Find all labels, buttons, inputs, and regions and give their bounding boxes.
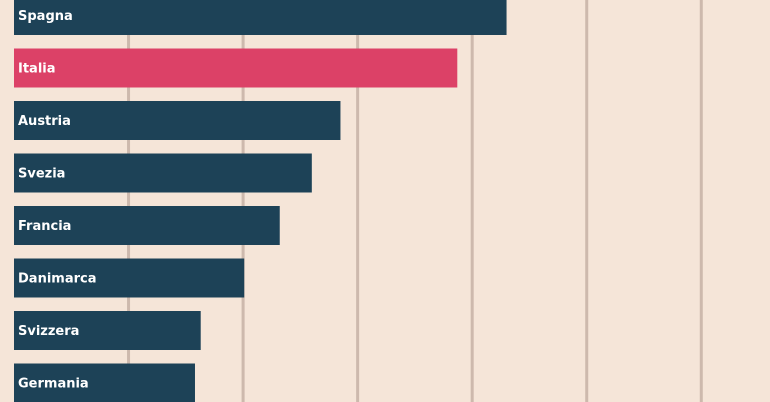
- bar-label-francia: Francia: [18, 219, 71, 234]
- bar-spagna: [14, 0, 507, 35]
- bars: Spagna Italia Austria Svezia Francia Danimarc…: [14, 0, 507, 402]
- bar-label-germania: Germania: [18, 377, 89, 392]
- bar-label-svezia: Svezia: [18, 167, 65, 182]
- bar-svizzera: [14, 311, 201, 350]
- bar-germania: [14, 363, 195, 402]
- bar-label-austria: Austria: [18, 114, 71, 129]
- bar-svezia: [14, 153, 312, 193]
- bar-austria: [14, 101, 341, 140]
- bar-italia: [14, 48, 458, 88]
- bar-danimarca: [14, 258, 245, 298]
- bar-label-spagna: Spagna: [18, 9, 73, 24]
- bar-francia: [14, 206, 280, 245]
- bar-label-danimarca: Danimarca: [18, 272, 96, 287]
- bar-label-svizzera: Svizzera: [18, 324, 79, 339]
- bar-label-italia: Italia: [18, 62, 56, 77]
